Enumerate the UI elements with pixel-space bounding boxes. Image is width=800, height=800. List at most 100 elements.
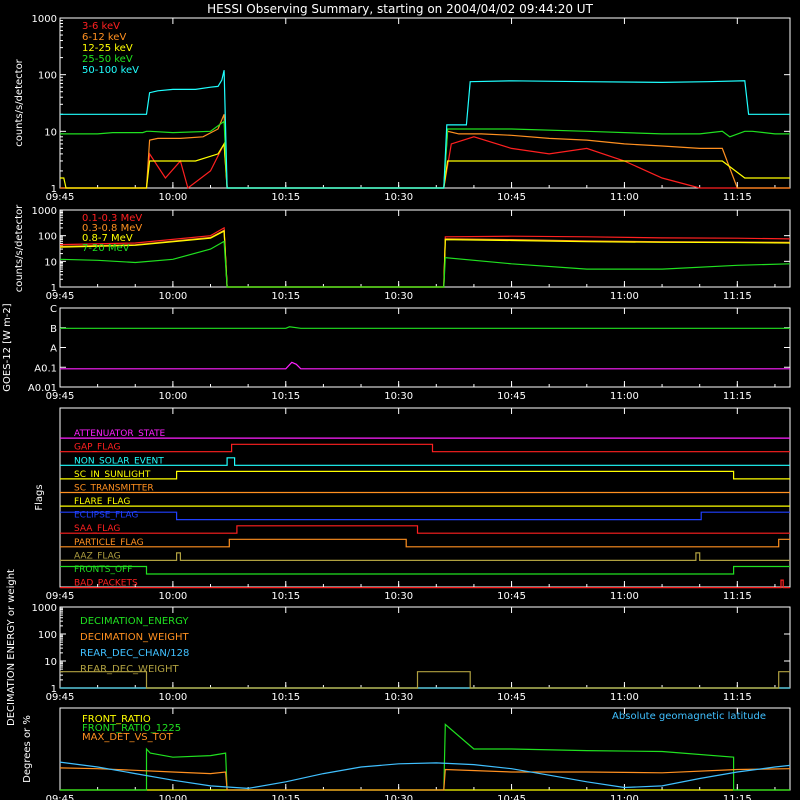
x-tick-label: 10:30 xyxy=(384,391,413,402)
x-tick-label: 10:00 xyxy=(158,291,187,302)
y-tick-label: 1000 xyxy=(32,14,57,25)
legend-entry: REAR_DEC_WEIGHT xyxy=(80,664,179,675)
x-tick-label: 11:00 xyxy=(610,692,639,703)
x-tick-label: 10:15 xyxy=(271,591,300,602)
flag-label: PARTICLE_FLAG xyxy=(74,538,144,548)
series-rear-dec-weight xyxy=(60,671,790,689)
legend-entry: 12-25 keV xyxy=(82,43,133,54)
x-tick-label: 10:00 xyxy=(158,692,187,703)
legend-entry: 3-6 keV xyxy=(82,21,120,32)
x-tick-label: 10:15 xyxy=(271,391,300,402)
flag-label: SAA_FLAG xyxy=(74,524,120,534)
series-12-25-kev xyxy=(60,141,790,189)
flag-label: GAP_FLAG xyxy=(74,443,120,453)
panel-6: 09:45 10:00 10:15 10:30 10:45 11:00 11:15 Degre… xyxy=(22,707,791,800)
legend-entry: FRONT_RATIO_1225 xyxy=(82,723,181,734)
panel-3: 09:45 10:00 10:15 10:30 10:45 11:00 11:15 CBA A0… xyxy=(2,303,791,402)
y-axis-label: GOES-12 [W m-2] xyxy=(2,303,13,391)
y-axis-label: counts/s/detector xyxy=(14,58,25,146)
x-tick-label: 11:00 xyxy=(610,391,639,402)
y-tick-label: 1000 xyxy=(32,206,57,217)
legend-entry: FRONT_RATIO xyxy=(82,714,151,725)
series-max-det-vs-tot xyxy=(59,767,791,791)
x-tick-label: 10:45 xyxy=(497,391,526,402)
x-tick-label: 09:45 xyxy=(46,391,75,402)
flag-label: SC_IN_SUNLIGHT xyxy=(74,470,151,480)
x-tick-label: 09:45 xyxy=(46,692,75,703)
flag-label: AAZ_FLAG xyxy=(74,551,121,561)
y-axis-label: Degrees or % xyxy=(22,715,33,783)
legend-entry: REAR_DEC_CHAN/128 xyxy=(80,648,189,659)
panel-2: 09:45 10:00 10:15 10:30 10:45 11:00 11:15 1 10 10… xyxy=(14,204,791,302)
series-eclipse-flag xyxy=(60,511,790,521)
y-axis-label: counts/s/detector xyxy=(14,204,25,292)
x-tick-label: 11:15 xyxy=(723,291,752,302)
y-tick-label: 100 xyxy=(38,71,57,82)
legend-entry: 0.1-0.3 MeV xyxy=(82,213,142,224)
x-tick-label: 10:15 xyxy=(271,794,300,800)
series-gap-flag xyxy=(60,443,790,453)
flag-label: NON_SOLAR_EVENT xyxy=(74,456,164,466)
series-3-6-kev xyxy=(60,136,790,190)
series-7-20-mev xyxy=(59,240,791,288)
y-tick-label: A0.1 xyxy=(34,363,57,374)
legend-entry: 0.8-7 MeV xyxy=(82,233,133,244)
x-tick-label: 10:00 xyxy=(158,591,187,602)
legend-entry: 50-100 keV xyxy=(82,65,139,76)
y-tick-label: A xyxy=(50,344,57,355)
x-tick-label: 10:15 xyxy=(271,192,300,203)
x-tick-label: 11:15 xyxy=(723,794,752,800)
x-tick-label: 10:45 xyxy=(497,794,526,800)
x-tick-label: 10:45 xyxy=(497,591,526,602)
panel-4: 09:45 10:00 10:15 10:30 10:45 11:00 11:15 Flags… xyxy=(34,407,791,602)
x-tick-label: 11:15 xyxy=(723,391,752,402)
panel-5: 09:45 10:00 10:15 10:30 10:45 11:00 11:15 1 10 10… xyxy=(6,569,791,726)
legend-entry: MAX_DET_VS_TOT xyxy=(82,732,174,743)
x-tick-label: 10:30 xyxy=(384,692,413,703)
y-tick-label: 1 xyxy=(51,684,57,695)
x-tick-label: 10:15 xyxy=(271,291,300,302)
x-tick-label: 10:45 xyxy=(497,692,526,703)
flag-label: FRONTS_OFF xyxy=(74,565,132,575)
series-goes-high-channel xyxy=(60,361,790,370)
flag-label: BAD_PACKETS xyxy=(74,579,138,589)
x-tick-label: 11:00 xyxy=(610,794,639,800)
flag-label: FLARE_FLAG xyxy=(74,497,130,507)
x-tick-label: 10:30 xyxy=(384,591,413,602)
x-tick-label: 10:30 xyxy=(384,291,413,302)
series-sc-in-sunlight xyxy=(60,470,790,480)
x-tick-label: 11:00 xyxy=(610,591,639,602)
x-tick-label: 11:00 xyxy=(610,291,639,302)
y-tick-label: 1000 xyxy=(32,603,57,614)
legend-entry: 6-12 keV xyxy=(82,32,126,43)
x-tick-label: 10:45 xyxy=(497,291,526,302)
x-tick-label: 11:15 xyxy=(723,692,752,703)
y-tick-label: 100 xyxy=(38,232,57,243)
y-tick-label: A0.01 xyxy=(28,383,57,394)
y-tick-label: 1 xyxy=(51,283,57,294)
series-50-100-kev xyxy=(60,70,790,189)
x-tick-label: 10:45 xyxy=(497,192,526,203)
x-tick-label: 11:15 xyxy=(723,192,752,203)
legend-entry: 7-20 MeV xyxy=(82,243,130,254)
x-tick-label: 09:45 xyxy=(46,591,75,602)
series-bad-packets xyxy=(60,579,790,589)
y-tick-label: B xyxy=(50,324,57,335)
flag-label: ATTENUATOR_STATE xyxy=(74,429,166,439)
x-tick-label: 10:00 xyxy=(158,794,187,800)
y-tick-label: 1 xyxy=(51,184,57,195)
legend-entry: 25-50 keV xyxy=(82,54,133,65)
x-tick-label: 10:15 xyxy=(271,692,300,703)
x-tick-label: 11:15 xyxy=(723,591,752,602)
legend-entry: DECIMATION_ENERGY xyxy=(80,616,189,627)
y-tick-label: 10 xyxy=(44,257,57,268)
x-tick-label: 10:00 xyxy=(158,391,187,402)
x-tick-label: 11:00 xyxy=(610,192,639,203)
series-6-12-kev xyxy=(60,114,790,189)
series-fronts-off xyxy=(60,565,790,575)
x-tick-label: 10:30 xyxy=(384,794,413,800)
flag-label: ECLIPSE_FLAG xyxy=(74,511,138,521)
series-aaz-flag xyxy=(60,552,790,562)
legend-entry: DECIMATION_WEIGHT xyxy=(80,632,189,643)
